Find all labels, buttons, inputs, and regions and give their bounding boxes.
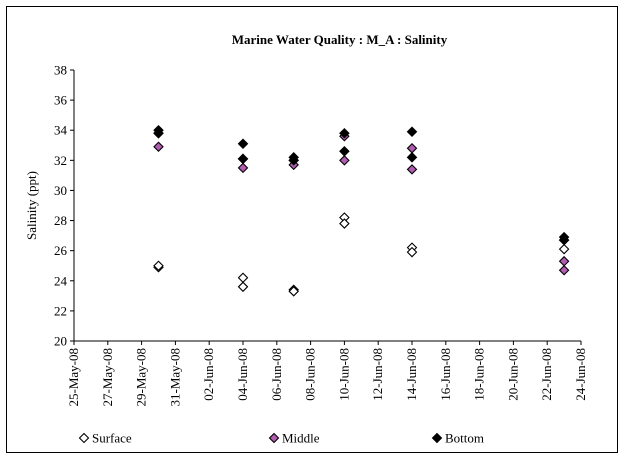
x-tick-label: 08-Jun-08: [303, 348, 318, 401]
bottom-data-point: [153, 127, 164, 139]
y-tick-label: 20: [54, 334, 67, 349]
surface-data-point: [288, 286, 299, 297]
x-tick-label: 20-Jun-08: [505, 348, 520, 401]
surface-data-point: [237, 281, 249, 293]
y-axis-label: Salinity (ppt): [24, 171, 39, 240]
x-tick-label: 02-Jun-08: [201, 348, 216, 401]
surface-data-point: [237, 272, 249, 284]
x-tick-label: 18-Jun-08: [472, 348, 487, 401]
surface-data-point: [339, 218, 350, 229]
x-tick-label: 06-Jun-08: [269, 348, 284, 401]
x-tick-label: 14-Jun-08: [404, 348, 419, 401]
middle-data-point: [558, 255, 570, 267]
legend-label-surface: Surface: [92, 431, 132, 446]
bottom-data-point: [558, 234, 570, 246]
legend-marker-middle: [268, 432, 280, 444]
x-tick-label: 27-May-08: [100, 348, 115, 407]
x-tick-label: 16-Jun-08: [438, 348, 453, 401]
x-tick-label: 12-Jun-08: [370, 348, 385, 401]
y-tick-label: 38: [54, 63, 67, 78]
x-tick-label: 29-May-08: [134, 348, 149, 407]
chart-title: Marine Water Quality : M_A : Salinity: [232, 32, 448, 47]
y-tick-label: 24: [54, 273, 68, 288]
legend-marker-surface: [78, 432, 90, 444]
bottom-data-point: [288, 155, 299, 166]
surface-data-point: [406, 246, 418, 258]
middle-data-point: [406, 164, 418, 175]
middle-data-point: [339, 155, 350, 166]
x-tick-label: 24-Jun-08: [573, 348, 588, 401]
x-tick-label: 10-Jun-08: [336, 348, 351, 401]
y-tick-label: 26: [54, 243, 68, 258]
surface-data-point: [153, 260, 164, 272]
legend-marker-bottom: [431, 432, 443, 444]
bottom-data-point: [406, 152, 418, 163]
x-tick-label: 25-May-08: [66, 348, 81, 407]
legend-label-middle: Middle: [282, 431, 320, 446]
legend-label-bottom: Bottom: [445, 431, 484, 446]
bottom-data-point: [406, 126, 418, 138]
middle-data-point: [406, 143, 418, 154]
y-tick-label: 28: [54, 213, 67, 228]
y-tick-label: 30: [54, 183, 67, 198]
middle-data-point: [237, 162, 249, 174]
y-tick-label: 36: [54, 93, 68, 108]
bottom-data-point: [339, 146, 350, 157]
chart-frame: [6, 6, 618, 453]
bottom-data-point: [339, 127, 350, 139]
bottom-data-point: [237, 138, 249, 150]
bottom-data-point: [237, 153, 249, 165]
x-tick-label: 04-Jun-08: [235, 348, 250, 401]
x-tick-label: 31-May-08: [167, 348, 182, 407]
surface-data-point: [558, 243, 570, 255]
middle-data-point: [558, 264, 570, 276]
y-tick-label: 32: [54, 153, 67, 168]
y-tick-label: 34: [54, 123, 68, 138]
x-tick-label: 22-Jun-08: [539, 348, 554, 401]
y-tick-label: 22: [54, 303, 67, 318]
middle-data-point: [153, 141, 164, 153]
